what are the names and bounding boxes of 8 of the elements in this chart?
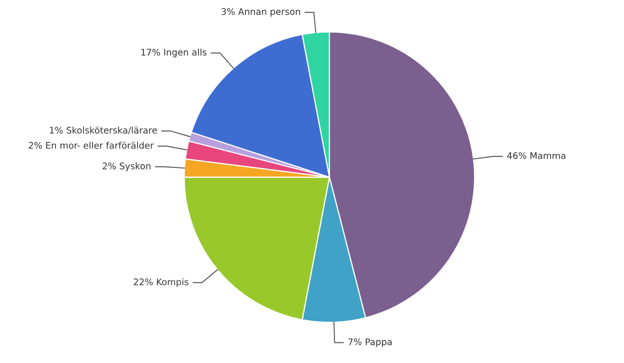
slice-label: 46% Mamma [507,152,566,160]
slice-label: 22% Kompis [134,278,188,288]
slice-label: 2% En mor- eller farförälder [28,142,154,149]
slice-label: 17% Ingen alls [141,48,206,58]
slice-label: 2% Syskon [102,162,150,172]
slice-label: 7% Pappa [348,338,392,347]
slice-label: 1% Skolsköterska/lärare [50,126,157,134]
slice-label: 3% Annan person [222,8,300,17]
